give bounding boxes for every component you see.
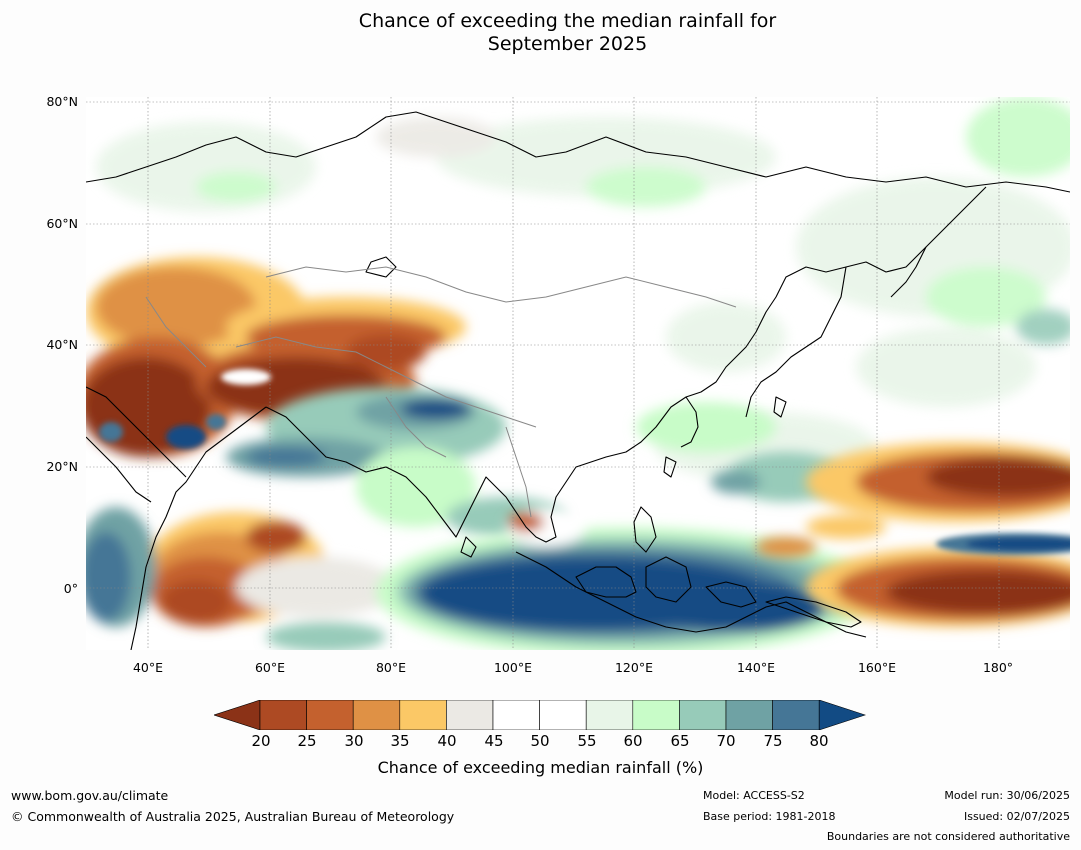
colorbar-cell-75-80 bbox=[772, 700, 820, 730]
graticule bbox=[86, 97, 1070, 650]
lat-label-80n: 80°N bbox=[46, 94, 78, 109]
model-text: Model: ACCESS-S2 bbox=[703, 789, 805, 802]
lat-label-0: 0° bbox=[63, 581, 78, 596]
colorbar-cell-65-70 bbox=[679, 700, 727, 730]
colorbar-cell-35-40 bbox=[399, 700, 447, 730]
lon-label-160e: 160°E bbox=[857, 660, 896, 675]
colorbar-tick-30: 30 bbox=[344, 732, 364, 750]
disclaimer-text: Boundaries are not considered authoritat… bbox=[826, 830, 1070, 843]
issued-text: Issued: 02/07/2025 bbox=[963, 810, 1070, 823]
colorbar-cell-40-45 bbox=[446, 700, 494, 730]
title-line-1: Chance of exceeding the median rainfall … bbox=[358, 10, 777, 32]
east-africa-dry-region bbox=[86, 507, 396, 650]
colorbar-cell-25-30 bbox=[306, 700, 354, 730]
lon-label-60e: 60°E bbox=[254, 660, 286, 675]
colorbar-label: Chance of exceeding median rainfall (%) bbox=[377, 758, 704, 777]
central-asia-wet-spots bbox=[99, 369, 271, 449]
colorbar-tick-65: 65 bbox=[670, 732, 690, 750]
base-period-text: Base period: 1981-2018 bbox=[703, 810, 836, 823]
colorbar-tick-50: 50 bbox=[530, 732, 550, 750]
lat-label-60n: 60°N bbox=[46, 216, 78, 231]
colorbar-tick-45: 45 bbox=[484, 732, 504, 750]
colorbar-cell-20-25 bbox=[259, 700, 307, 730]
colorbar-extend-high bbox=[818, 700, 866, 730]
colorbar-cell-60-65 bbox=[632, 700, 680, 730]
colorbar-cell-50-55 bbox=[539, 700, 587, 730]
lon-label-120e: 120°E bbox=[614, 660, 653, 675]
colorbar-tick-55: 55 bbox=[577, 732, 597, 750]
model-run-text: Model run: 30/06/2025 bbox=[944, 789, 1070, 802]
lon-label-100e: 100°E bbox=[493, 660, 532, 675]
colorbar bbox=[214, 700, 866, 730]
lon-label-80e: 80°E bbox=[375, 660, 407, 675]
lat-label-20n: 20°N bbox=[46, 459, 78, 474]
colorbar-tick-75: 75 bbox=[763, 732, 783, 750]
colorbar-tick-35: 35 bbox=[390, 732, 410, 750]
colorbar-cell-55-60 bbox=[585, 700, 634, 730]
colorbar-tick-40: 40 bbox=[437, 732, 457, 750]
copyright-text: © Commonwealth of Australia 2025, Austra… bbox=[11, 809, 455, 824]
colorbar-tick-20: 20 bbox=[251, 732, 271, 750]
rainfall-probability-map bbox=[86, 97, 1070, 650]
country-borders bbox=[145, 266, 737, 518]
colorbar-tick-25: 25 bbox=[297, 732, 317, 750]
colorbar-cell-45-50 bbox=[492, 700, 540, 730]
lon-label-180: 180° bbox=[982, 660, 1014, 675]
lat-label-40n: 40°N bbox=[46, 337, 78, 352]
website-text: www.bom.gov.au/climate bbox=[11, 788, 169, 803]
colorbar-cell-30-35 bbox=[352, 700, 401, 730]
colorbar-tick-70: 70 bbox=[716, 732, 736, 750]
map-title: Chance of exceeding the median rainfall … bbox=[0, 10, 1081, 56]
colorbar-extend-low bbox=[214, 700, 261, 730]
colorbar-cell-70-75 bbox=[725, 700, 773, 730]
colorbar-tick-60: 60 bbox=[623, 732, 643, 750]
colorbar-tick-80: 80 bbox=[809, 732, 829, 750]
lon-label-40e: 40°E bbox=[132, 660, 164, 675]
title-line-2: September 2025 bbox=[487, 33, 648, 55]
lon-label-140e: 140°E bbox=[736, 660, 775, 675]
map-svg bbox=[86, 97, 1070, 650]
pacific-wet-streak bbox=[936, 533, 1070, 555]
coastlines bbox=[86, 111, 1070, 650]
